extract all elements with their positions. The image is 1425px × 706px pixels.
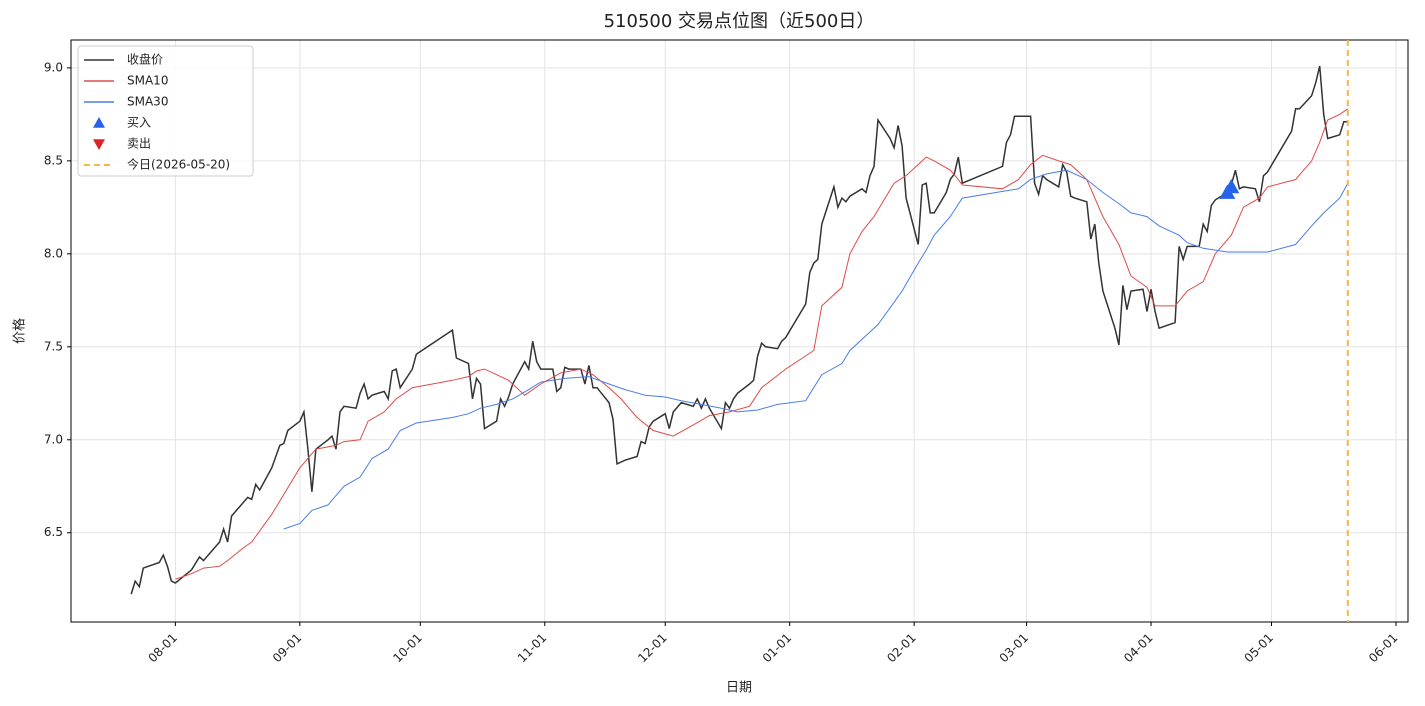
- x-tick-label: 11-01: [515, 631, 550, 666]
- x-tick-label: 05-01: [1242, 631, 1277, 666]
- y-tick-label: 8.0: [44, 246, 63, 260]
- legend-label: 收盘价: [127, 52, 163, 67]
- x-tick-label: 10-01: [390, 631, 425, 666]
- x-tick-label: 06-01: [1366, 631, 1401, 666]
- x-tick-label: 04-01: [1121, 631, 1156, 666]
- y-tick-label: 7.5: [44, 339, 63, 353]
- y-axis-label: 价格: [12, 318, 28, 344]
- series-line: [175, 108, 1349, 580]
- x-tick-label: 01-01: [760, 631, 795, 666]
- legend-label: 今日(2026-05-20): [127, 157, 230, 172]
- y-tick-label: 8.5: [44, 153, 63, 167]
- x-tick-label: 08-01: [145, 631, 180, 666]
- x-tick-label: 03-01: [997, 631, 1032, 666]
- legend-label: SMA30: [127, 95, 168, 109]
- series-line: [130, 65, 1348, 595]
- y-tick-label: 6.5: [44, 525, 63, 539]
- y-tick-label: 7.0: [44, 432, 63, 446]
- legend-label: SMA10: [127, 74, 168, 88]
- x-tick-label: 09-01: [270, 631, 305, 666]
- legend-box: [77, 45, 254, 177]
- buy-marker: [1223, 178, 1240, 194]
- legend-swatch: [93, 139, 105, 150]
- series-line: [283, 169, 1349, 530]
- x-tick-label: 12-01: [635, 631, 670, 666]
- x-tick-label: 02-01: [884, 631, 919, 666]
- legend-label: 卖出: [127, 137, 151, 151]
- y-tick-label: 9.0: [44, 60, 63, 74]
- x-axis-label: 日期: [726, 681, 752, 696]
- legend-label: 买入: [127, 116, 151, 130]
- plot-frame: [70, 39, 1409, 623]
- legend-swatch: [93, 117, 105, 128]
- chart-title: 510500 交易点位图（近500日）: [604, 11, 875, 32]
